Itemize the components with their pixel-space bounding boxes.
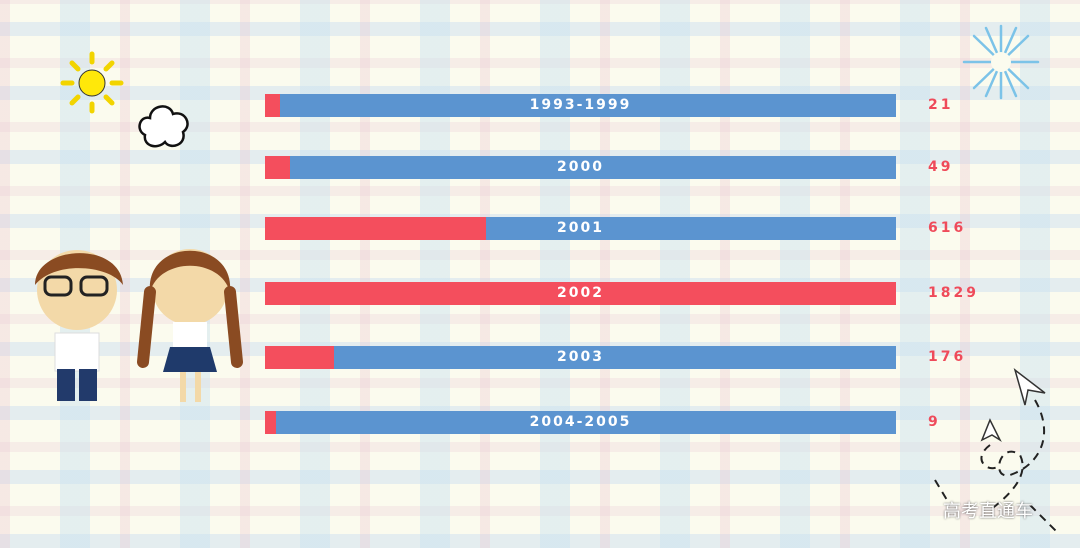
category-label: 2004-2005: [529, 414, 632, 430]
sun-icon: [60, 51, 124, 114]
category-label: 1993-1999: [529, 97, 632, 113]
boy-illustration: [35, 250, 123, 401]
bar-fill: [265, 94, 281, 117]
paper-plane-icon: [934, 368, 1059, 534]
bar-fill: [265, 346, 334, 369]
value-label: 9: [928, 414, 941, 430]
bar-track: 1993-1999: [265, 94, 896, 117]
bar-fill: [265, 282, 896, 305]
cloud-icon: [138, 105, 189, 148]
bar-track: 2004-2005: [265, 411, 896, 434]
bar-track: 2003: [265, 346, 896, 369]
watermark: 高考直通车: [943, 501, 1033, 522]
value-label: 176: [928, 349, 967, 365]
value-label: 49: [928, 159, 954, 175]
category-label: 2001: [557, 220, 604, 236]
bar-track: 2002: [265, 282, 896, 305]
bar-track: 2001: [265, 217, 896, 240]
value-label: 1829: [928, 285, 979, 301]
category-label: 2002: [557, 285, 604, 301]
category-label: 2000: [557, 159, 604, 175]
bar-fill: [265, 217, 486, 240]
bar-fill: [265, 156, 290, 179]
category-label: 2003: [557, 349, 604, 365]
firework-icon: [962, 24, 1040, 100]
bar-track: 2000: [265, 156, 896, 179]
bar-fill: [265, 411, 277, 434]
value-label: 21: [928, 97, 954, 113]
girl-illustration: [137, 249, 243, 402]
value-label: 616: [928, 220, 967, 236]
